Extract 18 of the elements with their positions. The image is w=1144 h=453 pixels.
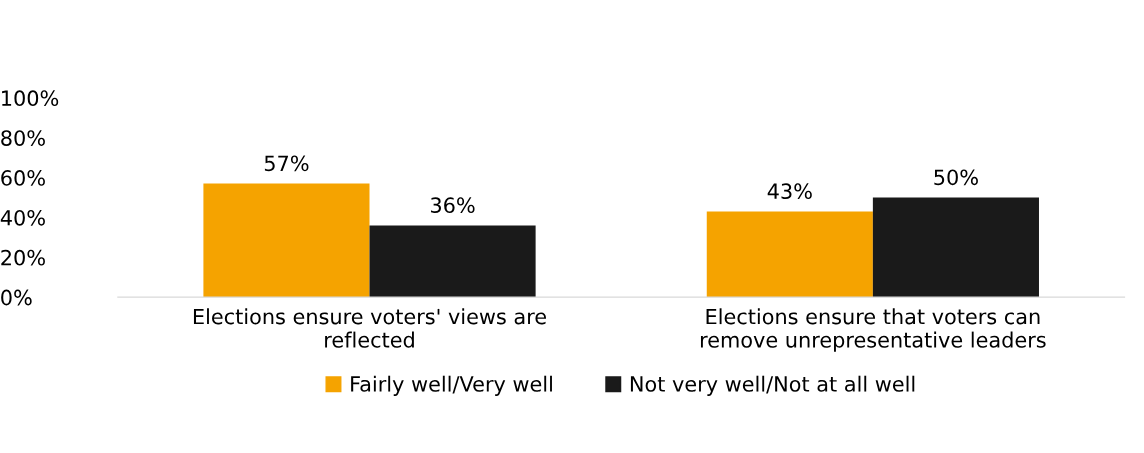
bar <box>203 183 370 298</box>
y-tick-label: 0% <box>1 289 32 306</box>
legend-label: Fairly well/Very well <box>351 375 552 396</box>
y-tick-label: 60% <box>1 170 45 186</box>
y-tick-label: 40% <box>0 209 45 226</box>
legend-label: Not very well/Not at all well <box>630 375 915 396</box>
text: 50% <box>934 169 978 186</box>
x-tick-label: Elections ensure that voters can remove unrepresentative leaders <box>700 308 1046 352</box>
y-tick-label: 80% <box>1 130 45 146</box>
bar <box>369 225 536 298</box>
x-tick-label: Elections ensure voters' views are reflected <box>193 308 546 348</box>
y-tick-label: 100% <box>2 90 59 107</box>
text: 43% <box>767 183 812 200</box>
text: 57% <box>264 155 309 172</box>
bar <box>872 197 1039 298</box>
bar <box>706 211 873 298</box>
y-tick-label: 20% <box>1 249 45 266</box>
text: 36% <box>431 197 475 214</box>
